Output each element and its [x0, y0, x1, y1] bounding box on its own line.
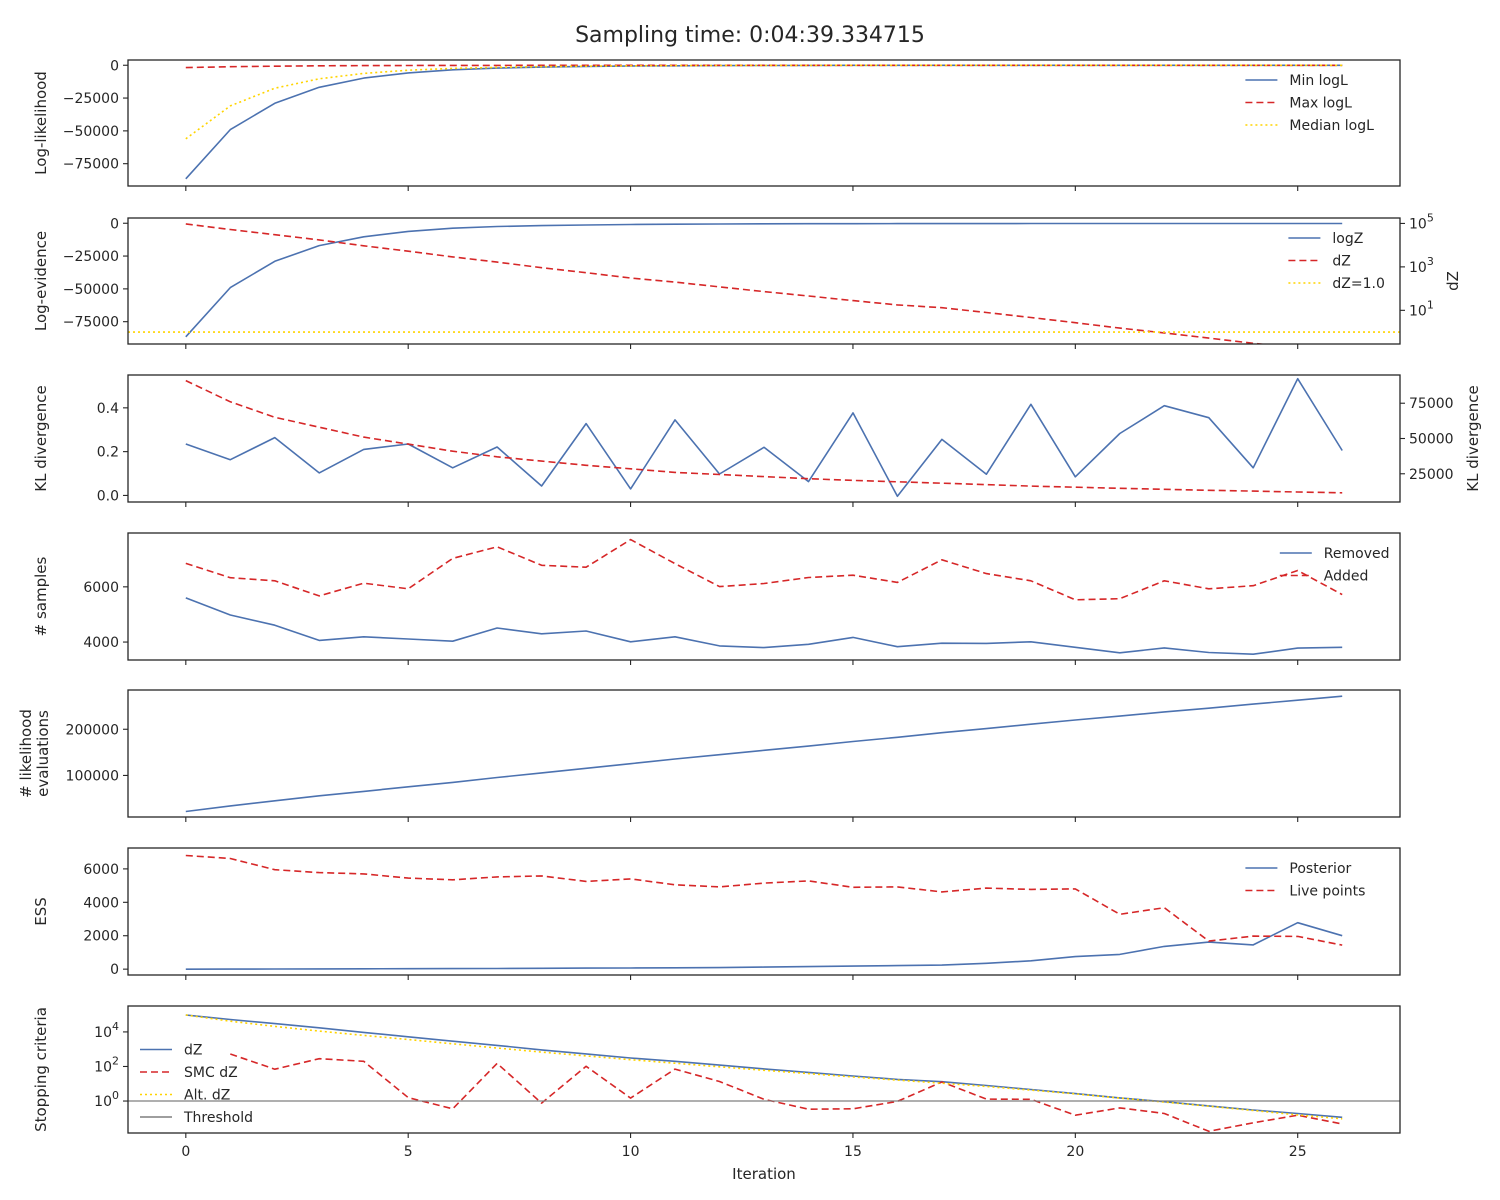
legend-label: dZ — [184, 1043, 202, 1059]
series-line-1 — [185, 379, 1343, 494]
series-line-median-logl — [185, 64, 1343, 140]
y-tick-label: 100000 — [66, 768, 119, 784]
plot-area — [185, 64, 1343, 180]
legend-label: dZ — [1332, 254, 1350, 270]
panel-6: 0 5 10 15 20 25 104 102 100 Stopping criteria Iter… — [32, 1005, 1401, 1183]
y-axis-label: # samples — [32, 556, 50, 636]
legend-label: Median logL — [1289, 118, 1374, 134]
axes-frame — [127, 374, 1401, 503]
legend-label: Threshold — [183, 1110, 253, 1126]
y2-axis-label: dZ — [1444, 271, 1462, 291]
y-tick-label: 0.2 — [97, 445, 119, 461]
panel-4: 100000 200000 # likelihood evaluations — [17, 689, 1401, 822]
y-axis-label: evaluations — [34, 710, 52, 797]
legend-label: Max logL — [1289, 96, 1352, 112]
series-line-added — [185, 538, 1343, 601]
plot-area — [185, 695, 1343, 813]
x-tick-label: 20 — [1066, 1144, 1084, 1160]
y-tick-label: 4000 — [83, 635, 119, 651]
axes-frame — [127, 532, 1401, 661]
panel-0: 0 −25000 −50000 −75000 Log-likelihood Min log… — [32, 58, 1401, 191]
legend-label: Removed — [1324, 546, 1390, 562]
x-axis-label: Iteration — [732, 1165, 796, 1183]
y-tick-label: 6000 — [83, 862, 119, 878]
x-tick-label: 10 — [622, 1144, 640, 1160]
series-line-alt-dz — [185, 1014, 1343, 1120]
legend-label: Added — [1324, 569, 1369, 585]
series-line-smc-dz — [230, 1053, 1343, 1133]
series-line-dz — [185, 223, 1269, 344]
y-tick-label: 6000 — [83, 580, 119, 596]
y-tick-label: 0 — [110, 962, 119, 978]
axes-frame — [127, 847, 1401, 976]
y-tick-label: −50000 — [63, 282, 119, 298]
legend-label: Min logL — [1289, 73, 1348, 89]
x-tick-label: 0 — [181, 1144, 190, 1160]
legend-label: dZ=1.0 — [1332, 276, 1384, 292]
y-axis-label: # likelihood — [17, 709, 35, 798]
series-line-min-logl — [185, 64, 1343, 180]
axes-frame — [127, 59, 1401, 187]
y-axis-label: ESS — [32, 897, 50, 926]
y-tick-label: 4000 — [83, 895, 119, 911]
series-line-logz — [185, 222, 1343, 338]
y-axis-label: Log-evidence — [32, 231, 50, 331]
plot-area — [128, 222, 1400, 344]
legend-label: SMC dZ — [184, 1065, 238, 1081]
legend-label: Live points — [1289, 884, 1365, 900]
legend-label: logZ — [1332, 231, 1363, 247]
y-tick-label: 100 — [94, 1089, 119, 1110]
y-tick-label: −25000 — [63, 249, 119, 265]
plot-area — [185, 377, 1343, 498]
y2-tick-label: 105 — [1409, 211, 1434, 232]
legend-label: Alt. dZ — [184, 1088, 230, 1104]
y-tick-label: 0 — [110, 58, 119, 74]
y-axis-label: KL divergence — [32, 385, 50, 491]
series-line-removed — [185, 597, 1343, 656]
series-line-max-logl — [185, 64, 1343, 69]
plot-area — [185, 854, 1343, 971]
y2-tick-label: 101 — [1409, 298, 1434, 319]
y-tick-label: 2000 — [83, 929, 119, 945]
panel-1: 0 −25000 −50000 −75000 105 103 101 Log-evidence… — [32, 211, 1462, 349]
plot-area — [185, 538, 1343, 656]
axes-frame — [127, 689, 1401, 818]
panel-5: 0 2000 4000 6000 ESS Posterior Live points — [32, 847, 1401, 980]
legend-label: Posterior — [1289, 861, 1351, 877]
y2-tick-label: 50000 — [1409, 432, 1454, 448]
x-tick-label: 25 — [1289, 1144, 1307, 1160]
axes-frame — [127, 217, 1401, 345]
series-line-0 — [185, 695, 1343, 813]
series-line-0 — [185, 377, 1343, 498]
y-tick-label: −75000 — [63, 315, 119, 331]
x-tick-label: 15 — [844, 1144, 862, 1160]
axes-frame — [127, 1005, 1401, 1134]
figure-title: Sampling time: 0:04:39.334715 — [575, 23, 925, 48]
series-line-posterior — [185, 921, 1343, 971]
panels: 0 −25000 −50000 −75000 Log-likelihood Min log… — [17, 58, 1482, 1183]
y2-tick-label: 25000 — [1409, 467, 1454, 483]
y-tick-label: 102 — [94, 1054, 119, 1075]
y-axis-label: Stopping criteria — [32, 1007, 50, 1132]
series-line-live-points — [185, 854, 1343, 946]
plot-area — [128, 1014, 1400, 1133]
y-tick-label: −50000 — [63, 124, 119, 140]
y-tick-label: −25000 — [63, 91, 119, 107]
y2-tick-label: 103 — [1409, 255, 1434, 276]
y-tick-label: 0 — [110, 216, 119, 232]
panel-3: 4000 6000 # samples Removed Added — [32, 532, 1401, 665]
y-tick-label: 0.4 — [97, 401, 119, 417]
y-axis-label: Log-likelihood — [32, 71, 50, 175]
y2-axis-label: KL divergence — [1464, 385, 1482, 491]
x-tick-label: 5 — [404, 1144, 413, 1160]
y-tick-label: −75000 — [63, 157, 119, 173]
y-tick-label: 0.0 — [97, 488, 119, 504]
y-tick-label: 104 — [94, 1020, 119, 1041]
y2-tick-label: 75000 — [1409, 396, 1454, 412]
y-tick-label: 200000 — [66, 722, 119, 738]
panel-2: 0.0 0.2 0.4 25000 50000 75000 KL divergence KL … — [32, 374, 1482, 507]
